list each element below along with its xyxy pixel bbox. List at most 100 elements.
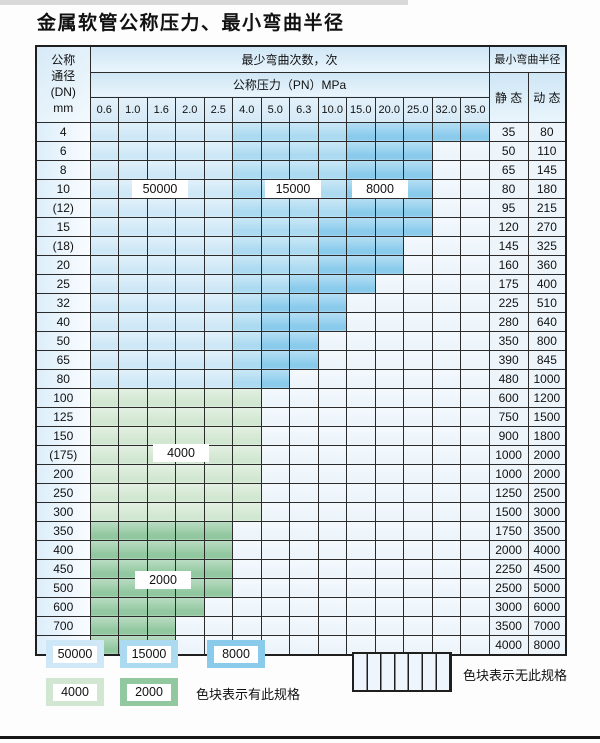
no-spec-cell bbox=[403, 577, 433, 598]
no-spec-cell bbox=[317, 596, 347, 617]
no-spec-cell bbox=[431, 501, 461, 522]
dn-cell: (175) bbox=[35, 444, 91, 465]
spec-cell bbox=[89, 235, 119, 256]
no-spec-cell bbox=[317, 330, 347, 351]
spec-cell bbox=[118, 463, 148, 484]
spec-cell bbox=[374, 159, 404, 180]
spec-cell bbox=[317, 235, 347, 256]
static-radius-cell: 95 bbox=[488, 197, 529, 218]
spec-cell bbox=[89, 273, 119, 294]
static-radius-cell: 80 bbox=[488, 178, 529, 199]
static-radius-cell: 65 bbox=[488, 159, 529, 180]
table-row: 20 160 360 bbox=[35, 254, 567, 275]
spec-cell bbox=[260, 197, 290, 218]
spec-cell bbox=[374, 140, 404, 161]
no-spec-cell bbox=[260, 596, 290, 617]
no-spec-cell bbox=[289, 444, 319, 465]
no-spec-cell bbox=[460, 615, 490, 636]
no-spec-cell bbox=[260, 634, 290, 655]
no-spec-cell bbox=[431, 615, 461, 636]
spec-cell bbox=[118, 520, 148, 541]
dn-cell: 350 bbox=[35, 520, 91, 541]
pressure-col-header: 2.0 bbox=[175, 96, 205, 123]
table-row: (18) 145 325 bbox=[35, 235, 567, 256]
dynamic-radius-cell: 145 bbox=[527, 159, 567, 180]
no-spec-cell bbox=[374, 539, 404, 560]
bend-cycles-header: 最少弯曲次数，次 bbox=[89, 45, 490, 73]
no-spec-cell bbox=[460, 558, 490, 579]
spec-cell bbox=[146, 539, 176, 560]
region-label-8000: 8000 bbox=[352, 180, 408, 198]
dynamic-radius-cell: 4500 bbox=[527, 558, 567, 579]
spec-cell bbox=[289, 273, 319, 294]
dn-cell: 10 bbox=[35, 178, 91, 199]
min-bend-radius-header: 最小弯曲半径 bbox=[488, 45, 567, 73]
table-row: 50 350 800 bbox=[35, 330, 567, 351]
spec-cell bbox=[175, 330, 205, 351]
dynamic-radius-cell: 800 bbox=[527, 330, 567, 351]
spec-cell bbox=[146, 159, 176, 180]
no-spec-cell bbox=[403, 368, 433, 389]
legend-swatch-2000: 2000 bbox=[120, 678, 178, 706]
table-row: 450 2250 4500 bbox=[35, 558, 567, 579]
corner-header-dn: 公称 通径 (DN) mm bbox=[35, 45, 91, 123]
no-spec-cell bbox=[374, 311, 404, 332]
spec-cell bbox=[89, 406, 119, 427]
no-spec-cell bbox=[460, 235, 490, 256]
static-radius-cell: 1000 bbox=[488, 444, 529, 465]
corner-line: mm bbox=[53, 101, 74, 116]
no-spec-cell bbox=[374, 615, 404, 636]
no-spec-cell bbox=[403, 634, 433, 655]
no-spec-cell bbox=[460, 159, 490, 180]
spec-cell bbox=[89, 463, 119, 484]
no-spec-cell bbox=[374, 444, 404, 465]
spec-cell bbox=[346, 159, 376, 180]
spec-cell bbox=[289, 159, 319, 180]
spec-cell bbox=[374, 216, 404, 237]
spec-cell bbox=[175, 311, 205, 332]
spec-cell bbox=[203, 387, 233, 408]
region-label-50000: 50000 bbox=[132, 180, 188, 198]
spec-cell bbox=[118, 425, 148, 446]
spec-cell bbox=[118, 539, 148, 560]
no-spec-cell bbox=[317, 368, 347, 389]
no-spec-cell bbox=[374, 273, 404, 294]
spec-table-body: 4 35 80 6 50 110 8 65 145 10 80 180 (12) 95 215 15 120 27… bbox=[35, 121, 567, 655]
spec-cell bbox=[317, 311, 347, 332]
spec-cell bbox=[118, 140, 148, 161]
pressure-col-header: 1.0 bbox=[118, 96, 148, 123]
spec-cell bbox=[232, 235, 262, 256]
dn-cell: 25 bbox=[35, 273, 91, 294]
no-spec-cell bbox=[403, 406, 433, 427]
no-spec-cell bbox=[289, 463, 319, 484]
corner-line: 通径 bbox=[51, 69, 76, 84]
dynamic-radius-cell: 2000 bbox=[527, 463, 567, 484]
dn-cell: 600 bbox=[35, 596, 91, 617]
spec-cell bbox=[89, 216, 119, 237]
no-spec-cell bbox=[346, 520, 376, 541]
spec-cell bbox=[203, 330, 233, 351]
spec-cell bbox=[118, 292, 148, 313]
no-spec-cell bbox=[460, 463, 490, 484]
no-spec-cell bbox=[460, 292, 490, 313]
spec-cell bbox=[203, 577, 233, 598]
table-row: (12) 95 215 bbox=[35, 197, 567, 218]
no-spec-cell bbox=[460, 330, 490, 351]
spec-cell bbox=[203, 159, 233, 180]
spec-cell bbox=[317, 140, 347, 161]
dynamic-radius-cell: 1200 bbox=[527, 387, 567, 408]
static-column-header: 静 态 bbox=[488, 71, 529, 123]
no-spec-cell bbox=[260, 501, 290, 522]
legend-swatch-15000: 15000 bbox=[120, 640, 178, 668]
no-spec-cell bbox=[460, 311, 490, 332]
pressure-values-row: 0.6 1.0 1.6 2.0 2.5 4.0 5.0 6.3 10.0 15.0 20.0 25.0… bbox=[36, 96, 566, 123]
no-spec-cell bbox=[346, 349, 376, 370]
no-spec-cell bbox=[260, 387, 290, 408]
spec-cell bbox=[317, 273, 347, 294]
no-spec-cell bbox=[431, 520, 461, 541]
no-spec-cell bbox=[403, 292, 433, 313]
static-radius-cell: 1000 bbox=[488, 463, 529, 484]
no-spec-cell bbox=[289, 634, 319, 655]
dynamic-radius-cell: 1800 bbox=[527, 425, 567, 446]
spec-cell bbox=[431, 121, 461, 142]
